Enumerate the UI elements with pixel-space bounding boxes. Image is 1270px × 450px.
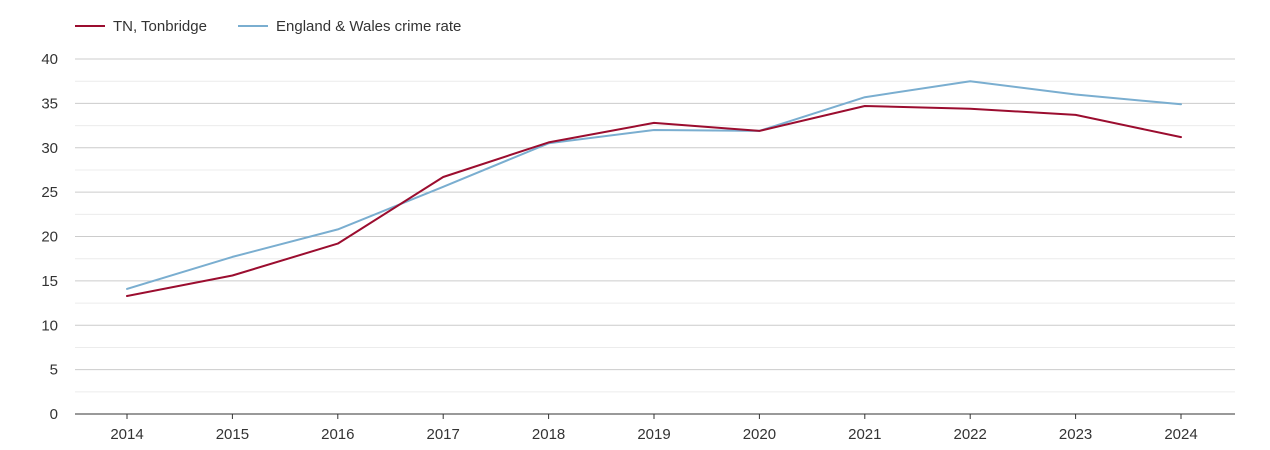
series-line-tonbridge [126,105,1182,297]
x-axis: 2014 2015 2016 2017 2018 2019 2020 2021 2022 2023… [75,413,1235,443]
x-tick-label: 2023 [1059,426,1092,443]
x-tick-label: 2014 [110,426,143,443]
chart-legend: TN, Tonbridge England & Wales crime rate [75,18,461,35]
y-tick-label: 25 [41,184,58,201]
y-tick-label: 15 [41,273,58,290]
x-tick-label: 2022 [954,426,987,443]
legend-label-england-wales: England & Wales crime rate [276,18,461,35]
y-tick-label: 0 [50,406,58,423]
x-tick-label: 2016 [321,426,354,443]
grid-lines [75,58,1235,393]
series-lines [126,80,1182,297]
x-tick-label: 2015 [216,426,249,443]
legend-item-england-wales[interactable]: England & Wales crime rate [238,18,461,35]
legend-item-tonbridge[interactable]: TN, Tonbridge [75,18,207,35]
y-tick-label: 35 [41,95,58,112]
legend-label-tonbridge: TN, Tonbridge [113,18,207,35]
y-tick-label: 40 [41,51,58,68]
x-tick-label: 2020 [743,426,776,443]
y-tick-label: 10 [41,317,58,334]
x-tick-label: 2017 [427,426,460,443]
y-tick-label: 5 [50,362,58,379]
x-tick-label: 2019 [637,426,670,443]
x-tick-label: 2024 [1164,426,1197,443]
y-tick-label: 20 [41,229,58,246]
x-tick-label: 2021 [848,426,881,443]
y-axis: 0 5 10 15 20 25 30 35 40 [41,51,58,423]
x-tick-label: 2018 [532,426,565,443]
y-tick-label: 30 [41,140,58,157]
series-line-england-wales [126,80,1182,290]
